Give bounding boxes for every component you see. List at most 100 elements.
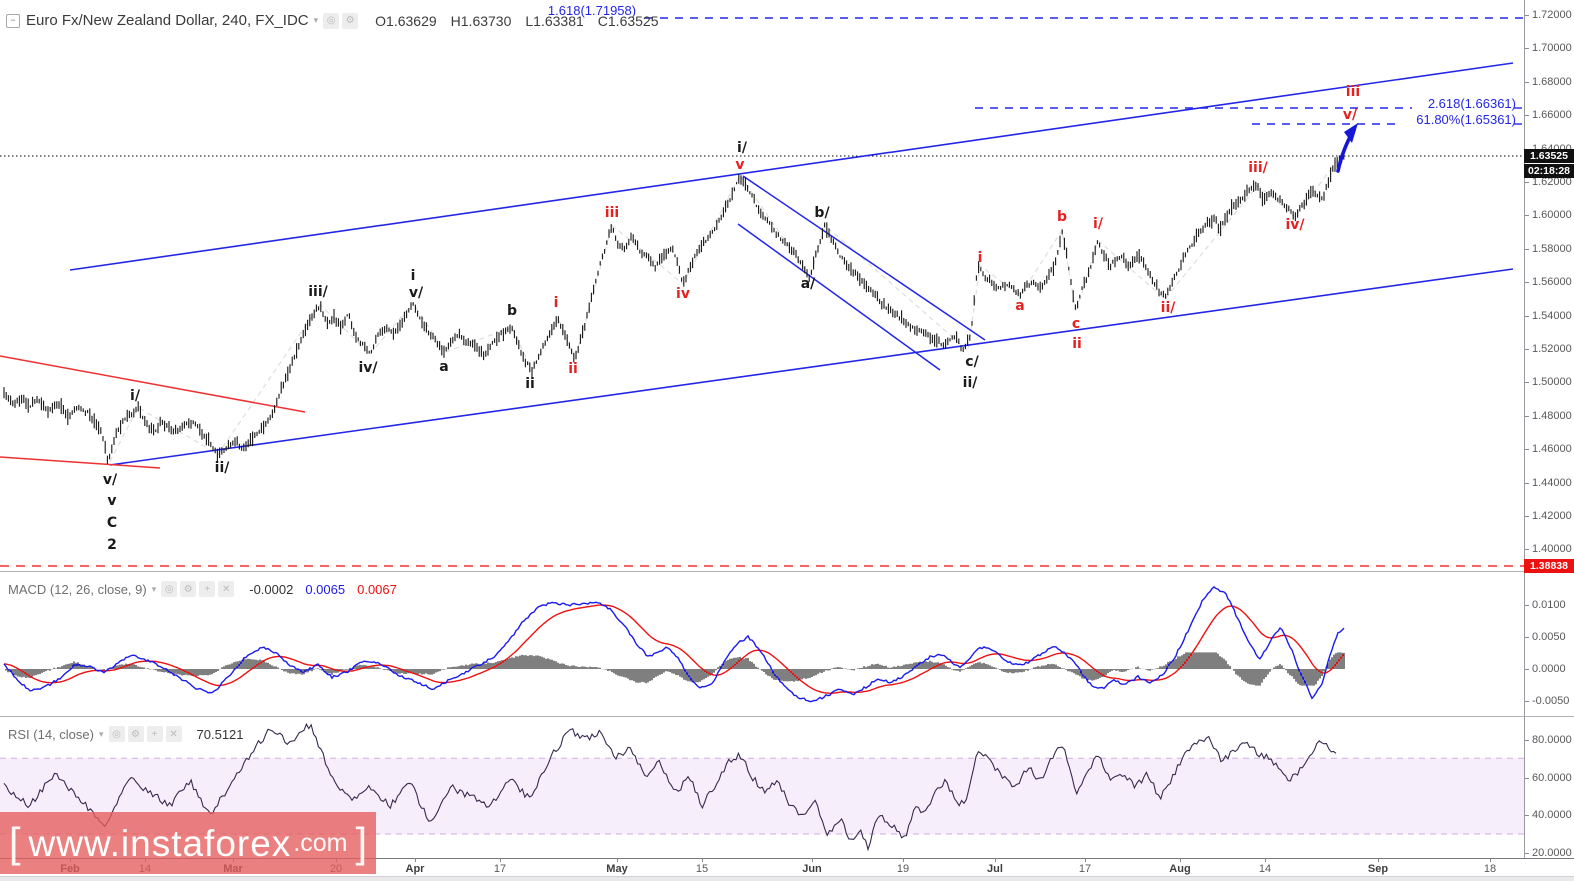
- wave-label[interactable]: iii/: [1248, 160, 1268, 176]
- wave-label[interactable]: iii: [1345, 84, 1361, 100]
- axis-tick-label: 1.70000: [1532, 42, 1572, 54]
- wave-label[interactable]: i/: [737, 140, 747, 156]
- wave-label[interactable]: iii/: [308, 284, 328, 300]
- wave-label[interactable]: i: [553, 295, 559, 311]
- time-tick-label[interactable]: Apr: [405, 863, 425, 875]
- time-tick-label[interactable]: May: [606, 863, 628, 875]
- wave-label[interactable]: iv/: [1285, 217, 1305, 233]
- axis-tick-mark: [1524, 82, 1529, 83]
- macd-title[interactable]: MACD (12, 26, close, 9): [8, 581, 147, 597]
- fib-level-label[interactable]: 61.80%(1.65361): [1416, 112, 1516, 127]
- wave-label[interactable]: i: [410, 268, 416, 284]
- time-tick-mark: [415, 858, 416, 862]
- macd-line-value: 0.0065: [305, 581, 346, 597]
- axis-tick-label: 1.72000: [1532, 9, 1572, 21]
- time-tick-label[interactable]: Feb: [60, 863, 80, 875]
- wave-label[interactable]: iv: [676, 286, 690, 302]
- time-tick-mark: [1180, 858, 1181, 862]
- eye-icon[interactable]: ◎: [161, 581, 178, 597]
- fib-level-label[interactable]: 2.618(1.66361): [1427, 96, 1516, 111]
- axis-tick-mark: [1524, 701, 1529, 702]
- plus-icon[interactable]: +: [146, 726, 163, 742]
- axis-tick-mark: [1524, 853, 1529, 854]
- gear-icon[interactable]: ⚙: [127, 726, 144, 742]
- axis-tick-label: 1.60000: [1532, 209, 1572, 221]
- wave-label[interactable]: iv/: [358, 360, 378, 376]
- close-icon[interactable]: ✕: [218, 581, 235, 597]
- gear-icon[interactable]: ⚙: [342, 12, 359, 29]
- pane-separator[interactable]: [0, 716, 1574, 717]
- current-price-badge: 1.63525: [1524, 149, 1574, 163]
- wave-label[interactable]: b: [1056, 209, 1068, 225]
- wave-label[interactable]: a: [1015, 298, 1025, 314]
- wave-label[interactable]: b: [506, 303, 518, 319]
- price-series[interactable]: [3, 151, 1345, 464]
- wave-label[interactable]: i/: [130, 388, 140, 404]
- trend-line-channel-lower[interactable]: [109, 268, 1514, 466]
- axis-tick-mark: [1524, 516, 1529, 517]
- time-tick-label[interactable]: Jun: [802, 863, 822, 875]
- time-tick-label[interactable]: 14: [138, 863, 152, 875]
- pane-separator[interactable]: [0, 571, 1574, 572]
- time-tick-label[interactable]: 19: [896, 863, 910, 875]
- axis-tick-label: 80.0000: [1532, 734, 1572, 746]
- plus-icon[interactable]: +: [199, 581, 216, 597]
- wave-label[interactable]: ii/: [214, 460, 230, 476]
- rsi-band: [0, 758, 1524, 835]
- wave-label[interactable]: ii: [1072, 336, 1082, 352]
- wave-label[interactable]: v/: [1342, 107, 1358, 123]
- wave-label[interactable]: ii/: [962, 375, 978, 391]
- symbol-title[interactable]: Euro Fx/New Zealand Dollar, 240, FX_IDC: [26, 12, 309, 29]
- wave-label[interactable]: a: [439, 359, 449, 375]
- wave-label[interactable]: ii/: [1160, 300, 1176, 316]
- axis-tick-mark: [1524, 483, 1529, 484]
- trend-line-wedge-upper[interactable]: [0, 355, 306, 413]
- chevron-down-icon[interactable]: ▾: [151, 583, 157, 594]
- wave-label[interactable]: v: [735, 157, 745, 173]
- close-icon[interactable]: ✕: [165, 726, 182, 742]
- time-tick-label[interactable]: 15: [695, 863, 709, 875]
- wave-label[interactable]: v/: [102, 472, 118, 488]
- chevron-down-icon[interactable]: ▾: [98, 728, 104, 739]
- wave-label[interactable]: b/: [814, 205, 830, 221]
- axis-tick-mark: [1524, 48, 1529, 49]
- trend-line-wedge-lower[interactable]: [0, 456, 161, 469]
- gear-icon[interactable]: ⚙: [180, 581, 197, 597]
- time-tick-label[interactable]: 17: [1078, 863, 1092, 875]
- wave-label[interactable]: ii: [525, 376, 535, 392]
- axis-tick-label: 1.48000: [1532, 410, 1572, 422]
- axis-tick-mark: [1524, 382, 1529, 383]
- eye-icon[interactable]: ◎: [108, 726, 125, 742]
- wave-label[interactable]: iii: [604, 205, 620, 221]
- wave-label[interactable]: v: [107, 493, 117, 509]
- wave-label[interactable]: ii: [568, 361, 578, 377]
- time-tick-label[interactable]: 17: [493, 863, 507, 875]
- trend-line-channel-upper[interactable]: [69, 62, 1514, 271]
- time-tick-label[interactable]: Jul: [987, 863, 1003, 875]
- axis-tick-mark: [1524, 249, 1529, 250]
- eye-icon[interactable]: ◎: [323, 12, 340, 29]
- wave-label[interactable]: c/: [965, 354, 979, 370]
- wave-label[interactable]: c: [1071, 316, 1081, 332]
- time-tick-label[interactable]: 20: [329, 863, 343, 875]
- fib-level-label[interactable]: 1.618(1.71958): [547, 3, 637, 18]
- wave-label[interactable]: i/: [1093, 216, 1103, 232]
- wave-label[interactable]: v/: [408, 285, 424, 301]
- projection-arrow-head[interactable]: [1344, 123, 1358, 143]
- wave-label[interactable]: 2: [107, 537, 117, 553]
- chevron-down-icon[interactable]: ▾: [313, 15, 319, 25]
- wave-label[interactable]: C: [106, 515, 118, 531]
- collapse-pane-icon[interactable]: −: [6, 13, 20, 28]
- wave-label[interactable]: a/: [800, 276, 816, 292]
- time-tick-label[interactable]: 18: [1483, 863, 1497, 875]
- time-tick-label[interactable]: 14: [1258, 863, 1272, 875]
- trend-line-down-channel-a[interactable]: [742, 175, 986, 341]
- rsi-title[interactable]: RSI (14, close): [8, 726, 94, 742]
- trend-line-down-channel-b[interactable]: [737, 223, 941, 371]
- time-tick-label[interactable]: Sep: [1367, 863, 1389, 875]
- axis-tick-label: 1.56000: [1532, 276, 1572, 288]
- bottom-scrollbar-strip[interactable]: [0, 876, 1574, 881]
- wave-label[interactable]: i: [977, 250, 983, 266]
- time-tick-label[interactable]: Mar: [223, 863, 243, 875]
- time-tick-label[interactable]: Aug: [1169, 863, 1191, 875]
